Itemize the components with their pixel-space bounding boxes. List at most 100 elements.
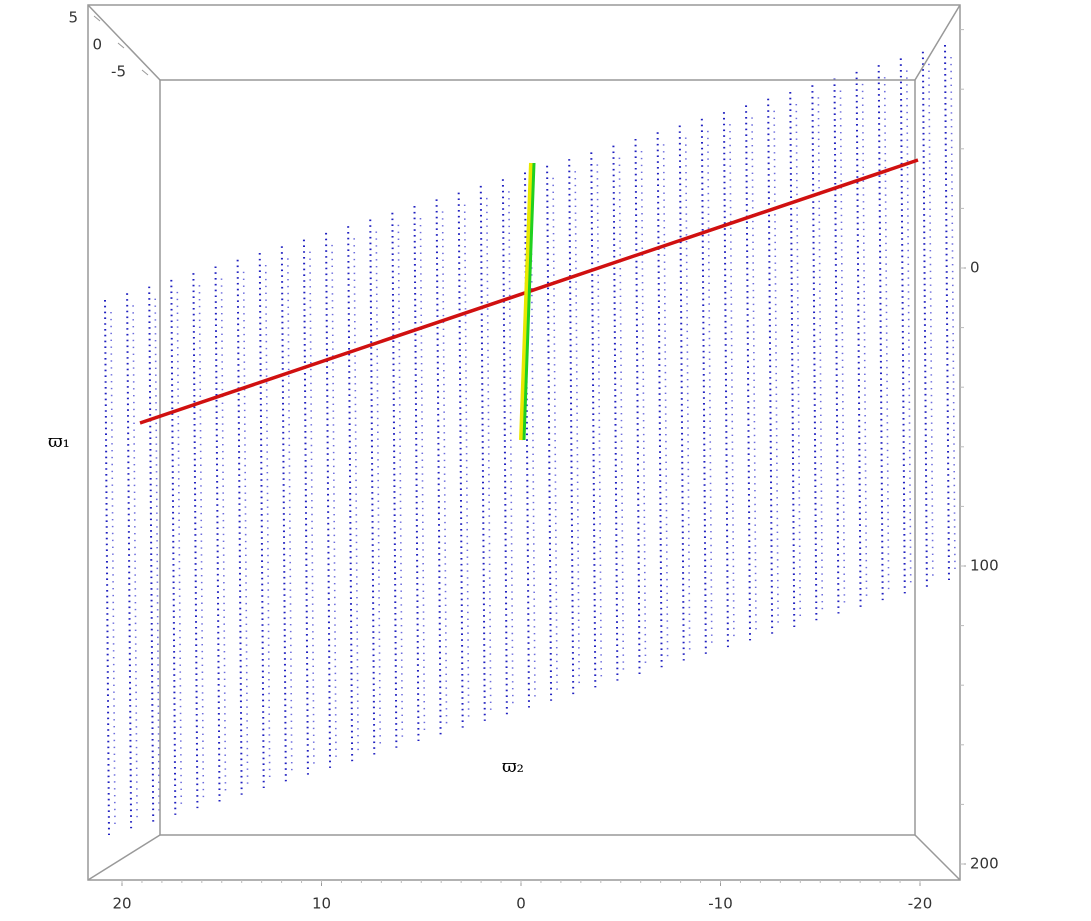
x-tick-label: 0	[516, 895, 526, 913]
dot-column	[745, 105, 752, 641]
dot-column	[479, 185, 486, 721]
dot-column	[126, 293, 133, 829]
dot-column	[375, 231, 382, 749]
dot-column	[154, 298, 161, 816]
dot-column	[419, 218, 426, 736]
dot-column	[287, 258, 293, 776]
yellow-line	[519, 162, 533, 441]
x-tick-label: -10	[708, 895, 733, 913]
dot-column	[817, 97, 824, 615]
dot-column	[773, 110, 779, 628]
dot-column	[264, 265, 271, 783]
dot-column	[413, 206, 420, 742]
dot-column	[950, 56, 956, 575]
dot-column	[640, 150, 647, 668]
dot-column	[928, 63, 934, 581]
dot-column	[457, 192, 464, 728]
corner-tick-label: -5	[111, 63, 126, 81]
tick-mark	[141, 69, 149, 76]
dot-column	[574, 171, 581, 689]
x-tick-label: 20	[112, 895, 131, 913]
dot-column	[258, 253, 265, 789]
tick-mark	[93, 15, 101, 22]
dot-column	[729, 124, 735, 642]
point-field	[104, 44, 956, 836]
dot-column	[220, 278, 227, 796]
dot-column	[700, 118, 707, 654]
dot-column	[795, 103, 802, 621]
dot-column	[662, 144, 669, 662]
dot-column	[242, 271, 249, 789]
dot-column	[767, 98, 774, 634]
dot-column	[618, 157, 625, 675]
dot-column	[546, 165, 553, 701]
dot-column	[441, 211, 448, 729]
dot-column	[104, 299, 110, 836]
dot-column	[921, 51, 928, 587]
dot-column	[899, 58, 906, 594]
dot-column	[789, 91, 796, 627]
dot-column	[176, 291, 183, 809]
dot-column	[944, 44, 950, 581]
dot-column	[309, 251, 315, 769]
dot-column	[678, 125, 685, 661]
dot-column	[684, 137, 691, 655]
dot-column	[552, 177, 558, 695]
dot-column	[861, 83, 868, 601]
dot-column	[369, 219, 376, 755]
dot-column	[485, 197, 492, 715]
edge	[914, 834, 961, 881]
dot-column	[833, 78, 840, 614]
front-frame	[87, 4, 961, 881]
dot-column	[391, 212, 398, 748]
dot-column	[132, 305, 138, 823]
dot-column	[751, 117, 757, 635]
tick-mark	[117, 42, 125, 49]
dot-column	[590, 152, 597, 688]
edge	[87, 834, 161, 881]
y-axis-label: ϖ₁	[48, 431, 70, 452]
corner-tick-label: 0	[92, 36, 102, 54]
dot-column	[110, 311, 116, 830]
dot-column	[302, 239, 309, 775]
dot-column	[656, 132, 663, 668]
dot-column	[612, 145, 619, 681]
dot-column	[596, 164, 603, 682]
dot-column	[811, 85, 818, 621]
dot-column	[634, 138, 641, 674]
x-axis-label: ϖ₂	[502, 756, 524, 777]
dot-column	[347, 226, 354, 762]
dot-column	[331, 244, 337, 762]
dot-column	[905, 70, 912, 588]
dot-column	[236, 259, 243, 795]
dot-column	[501, 179, 508, 715]
dot-column	[877, 65, 884, 601]
dot-column	[397, 224, 404, 742]
dot-column	[524, 172, 530, 708]
z-tick-label: 200	[970, 855, 999, 873]
dot-column	[435, 199, 442, 735]
dot-column	[508, 191, 514, 709]
bounding-box	[87, 4, 961, 881]
edge	[914, 4, 961, 81]
dot-column	[280, 246, 287, 782]
dot-column	[192, 273, 199, 809]
green-line	[522, 162, 536, 441]
x-tick-label: 10	[312, 895, 331, 913]
dot-column	[463, 204, 470, 722]
dot-column	[325, 232, 332, 768]
dot-column	[170, 279, 177, 815]
dot-column	[198, 285, 205, 803]
z-tick-label: 0	[970, 259, 980, 277]
dot-column	[148, 286, 155, 822]
dot-column	[883, 77, 890, 595]
dot-column	[839, 90, 846, 608]
dot-column	[855, 71, 862, 607]
x-tick-label: -20	[908, 895, 933, 913]
dot-column	[568, 159, 575, 695]
dot-column	[722, 112, 729, 648]
corner-tick-label: 5	[68, 9, 78, 27]
edge	[87, 4, 161, 81]
